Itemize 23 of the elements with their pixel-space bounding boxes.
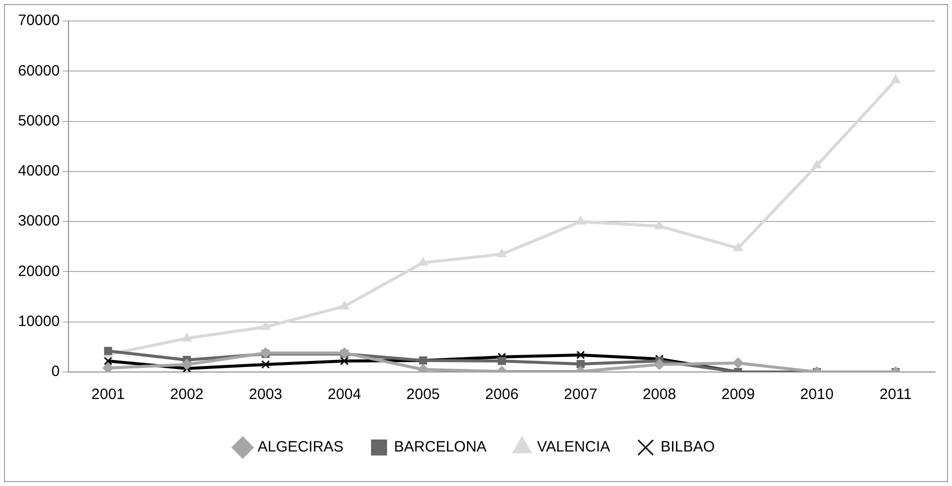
y-tick-label: 0	[51, 363, 60, 380]
x-tick-label: 2005	[406, 386, 440, 404]
x-tick-label: 2004	[328, 386, 362, 404]
y-tick-label: 10000	[18, 313, 60, 330]
x-tick-label: 2008	[642, 386, 676, 404]
legend-label: BARCELONA	[394, 438, 487, 456]
y-tick-label: 20000	[18, 262, 60, 280]
x-tick-label: 2011	[879, 386, 912, 404]
y-tick-label: 40000	[18, 162, 60, 180]
y-tick-label: 60000	[18, 62, 60, 80]
y-tick-label: 30000	[18, 212, 60, 230]
y-tick-label: 50000	[18, 112, 60, 130]
x-tick-label: 2010	[800, 386, 834, 404]
x-tick-label: 2009	[721, 386, 755, 404]
legend-label: ALGECIRAS	[258, 438, 344, 456]
x-tick-label: 2002	[170, 386, 204, 404]
x-tick-label: 2006	[485, 386, 519, 404]
legend-label: VALENCIA	[537, 438, 610, 456]
x-tick-label: 2007	[564, 386, 598, 404]
legend-label: BILBAO	[660, 438, 715, 456]
x-tick-label: 2001	[91, 386, 125, 404]
y-tick-label: 70000	[18, 12, 60, 30]
x-tick-label: 2003	[248, 386, 282, 404]
